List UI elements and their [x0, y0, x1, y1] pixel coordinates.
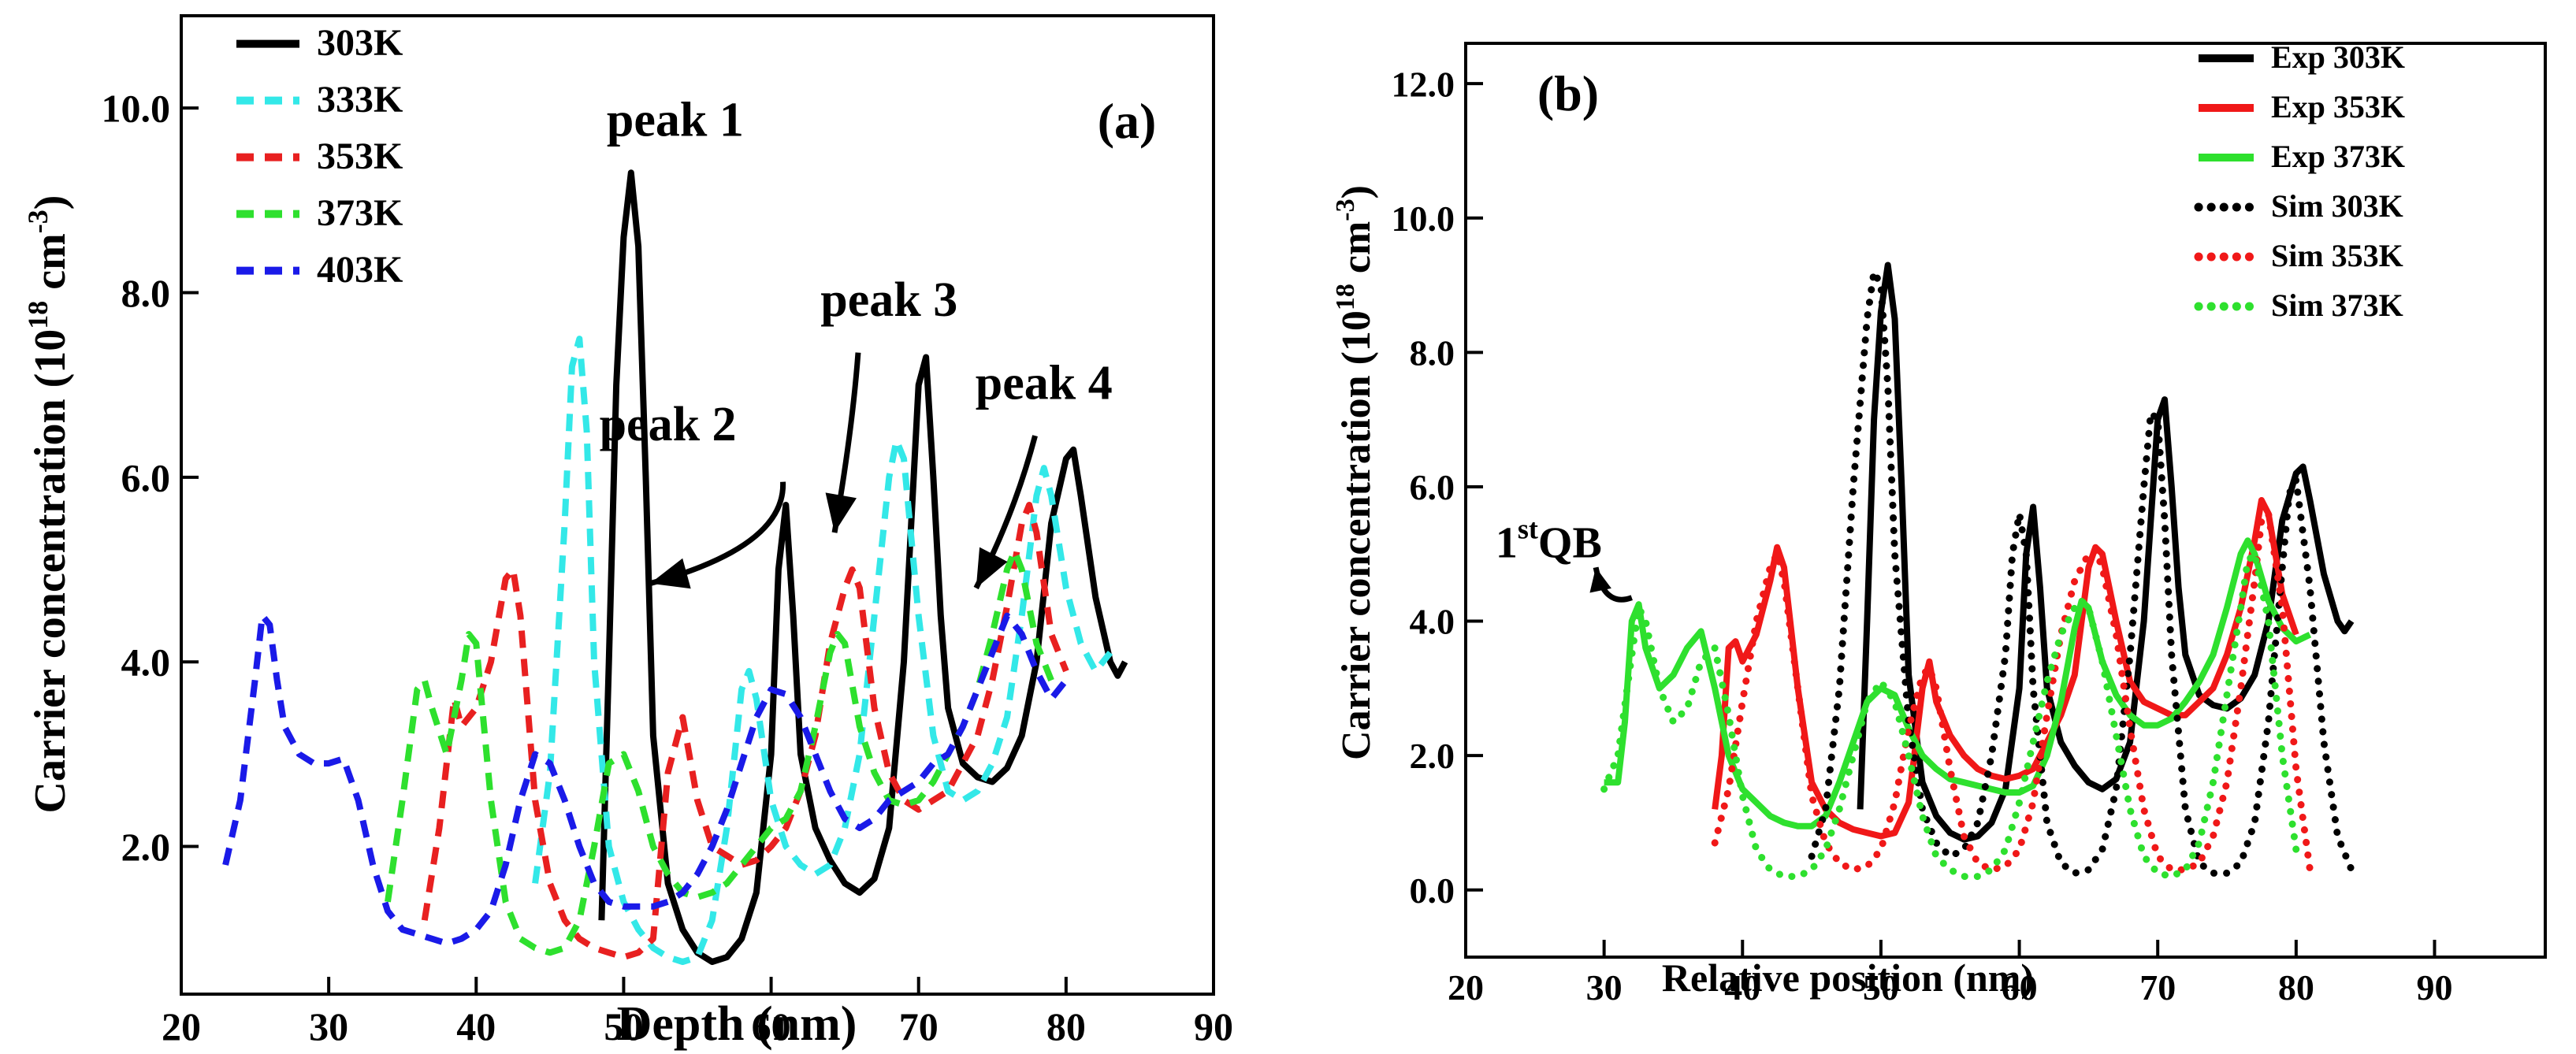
legend-label-303k: 303K: [317, 22, 403, 64]
x-tick-label: 80: [2278, 967, 2314, 1008]
annotation-label-peak-1: peak 1: [607, 93, 744, 147]
panel-a-y-axis-label-main: Carrier concentration (10: [26, 329, 75, 814]
panel-a-frame: [180, 14, 1215, 996]
annotation-label-peak-2: peak 2: [600, 398, 737, 451]
panel-b-y-axis-label-close: ): [1334, 185, 1379, 199]
x-tick-label: 40: [1724, 967, 1760, 1008]
panel-a-y-axis-label-unit: cm: [26, 233, 75, 301]
panel-b-annotations: 1stQB: [1496, 514, 1633, 603]
legend-label-373k: 373K: [317, 192, 403, 234]
panel-b-label: (b): [1537, 65, 1599, 121]
x-tick-label: 40: [456, 1004, 496, 1048]
panel-a-y-axis-label-close: ): [26, 195, 75, 210]
panel-a-y-axis-label-exp2: -3: [22, 210, 54, 233]
y-tick-label: 8.0: [1410, 332, 1455, 373]
panel-b-x-axis-label: Relative position (nm): [1662, 956, 2034, 1000]
panel-b-axes: 20 30 40 50 60 70 80 90 0.0 2.0 4.0 6.0 8.0 10.0 12.0: [1392, 42, 2547, 1008]
y-tick-label: 2.0: [1410, 736, 1455, 776]
x-tick-label: 50: [604, 1004, 643, 1048]
panel-b-y-axis-label-main: Carrier concentration (10: [1334, 310, 1379, 760]
panel-b-y-axis-label-exp: 18: [1331, 284, 1360, 310]
panel-a-x-axis-label: Depth (nm): [617, 997, 857, 1051]
x-tick-label: 60: [2002, 967, 2038, 1008]
panel-a-y-axis-label: Carrier concentration (1018 cm-3): [22, 195, 75, 814]
series-line-exp-373k: [1604, 537, 2312, 829]
panel-a-legend: 303K 333K 353K 373K 403K: [236, 22, 403, 291]
annotation-arrowhead: [650, 558, 691, 589]
annotation-label-peak-3: peak 3: [820, 273, 957, 327]
panel-b-series-group: [1600, 262, 2355, 881]
x-tick-label: 70: [899, 1004, 939, 1048]
legend-label-exp-373k: Exp 373K: [2271, 139, 2405, 174]
panel-a-label: (a): [1098, 93, 1157, 149]
x-tick-label: 80: [1046, 1004, 1086, 1048]
x-tick-label: 90: [2416, 967, 2452, 1008]
panel-b-y-axis-label: Carrier concentration (1018 cm-3): [1331, 185, 1379, 760]
panel-a-chart: peak 1 peak 2 peak 3 peak 4 20 30 40 50 60 70 80 9…: [22, 14, 1233, 1051]
panel-b-legend: Exp 303K Exp 353K Exp 373K Sim 303K Sim 353K…: [2194, 39, 2405, 323]
panel-b-y-axis-label-unit: cm: [1334, 221, 1379, 284]
annotation-label-1stqb: 1stQB: [1496, 514, 1602, 568]
y-tick-label: 4.0: [121, 640, 171, 685]
legend-label-403k: 403K: [317, 249, 403, 291]
legend-label-sim-353k: Sim 353K: [2271, 238, 2403, 273]
y-tick-label: 2.0: [121, 825, 171, 869]
series-line-sim-353k: [1711, 510, 2314, 874]
y-tick-label: 10.0: [1392, 199, 1455, 239]
x-tick-label: 30: [1586, 967, 1623, 1008]
y-tick-label: 10.0: [102, 87, 171, 131]
series-line-403k: [222, 612, 1069, 947]
x-tick-label: 20: [162, 1004, 201, 1048]
series-line-sim-373k: [1600, 550, 2300, 881]
legend-label-353k: 353K: [317, 135, 403, 177]
x-tick-label: 90: [1194, 1004, 1233, 1048]
panel-a-y-axis-label-exp: 18: [22, 301, 54, 329]
series-line-353k: [421, 502, 1069, 961]
series-line-sim-303k: [1808, 268, 2355, 877]
annotation-arrowhead: [1589, 567, 1611, 593]
annotation-label-peak-4: peak 4: [976, 356, 1113, 410]
panel-a-annotations: peak 1 peak 2 peak 3 peak 4: [600, 93, 1113, 590]
x-tick-label: 70: [2139, 967, 2176, 1008]
y-tick-label: 0.0: [1410, 870, 1455, 911]
panel-b-y-axis-label-exp2: -3: [1331, 199, 1360, 221]
series-line-exp-353k: [1712, 497, 2299, 840]
annotation-arrowhead: [825, 492, 857, 533]
y-tick-label: 4.0: [1410, 602, 1455, 642]
x-tick-label: 30: [309, 1004, 348, 1048]
panel-a-series-group: [222, 169, 1128, 965]
panel-b-frame: [1464, 42, 2547, 959]
annotation-arrowhead: [976, 547, 1008, 588]
x-tick-label: 60: [752, 1004, 791, 1048]
panel-a-axes: 20 30 40 50 60 70 80 90 2.0 4.0 6.0 8.0 10.0: [102, 14, 1233, 1048]
y-tick-label: 8.0: [121, 271, 171, 315]
y-tick-label: 6.0: [121, 455, 171, 499]
panel-b-chart: 1stQB 20 30 40 50 60 70 80 90 0.0 2.0 4.0 6.0 8.0 10.…: [1331, 39, 2547, 1008]
legend-label-333k: 333K: [317, 79, 403, 121]
legend-label-exp-353k: Exp 353K: [2271, 89, 2405, 124]
x-tick-label: 50: [1863, 967, 1899, 1008]
y-tick-label: 6.0: [1410, 467, 1455, 507]
y-tick-label: 12.0: [1392, 64, 1455, 104]
legend-label-exp-303k: Exp 303K: [2271, 39, 2405, 75]
legend-label-sim-303k: Sim 303K: [2271, 188, 2403, 224]
legend-label-sim-373k: Sim 373K: [2271, 288, 2403, 323]
x-tick-label: 20: [1448, 967, 1484, 1008]
